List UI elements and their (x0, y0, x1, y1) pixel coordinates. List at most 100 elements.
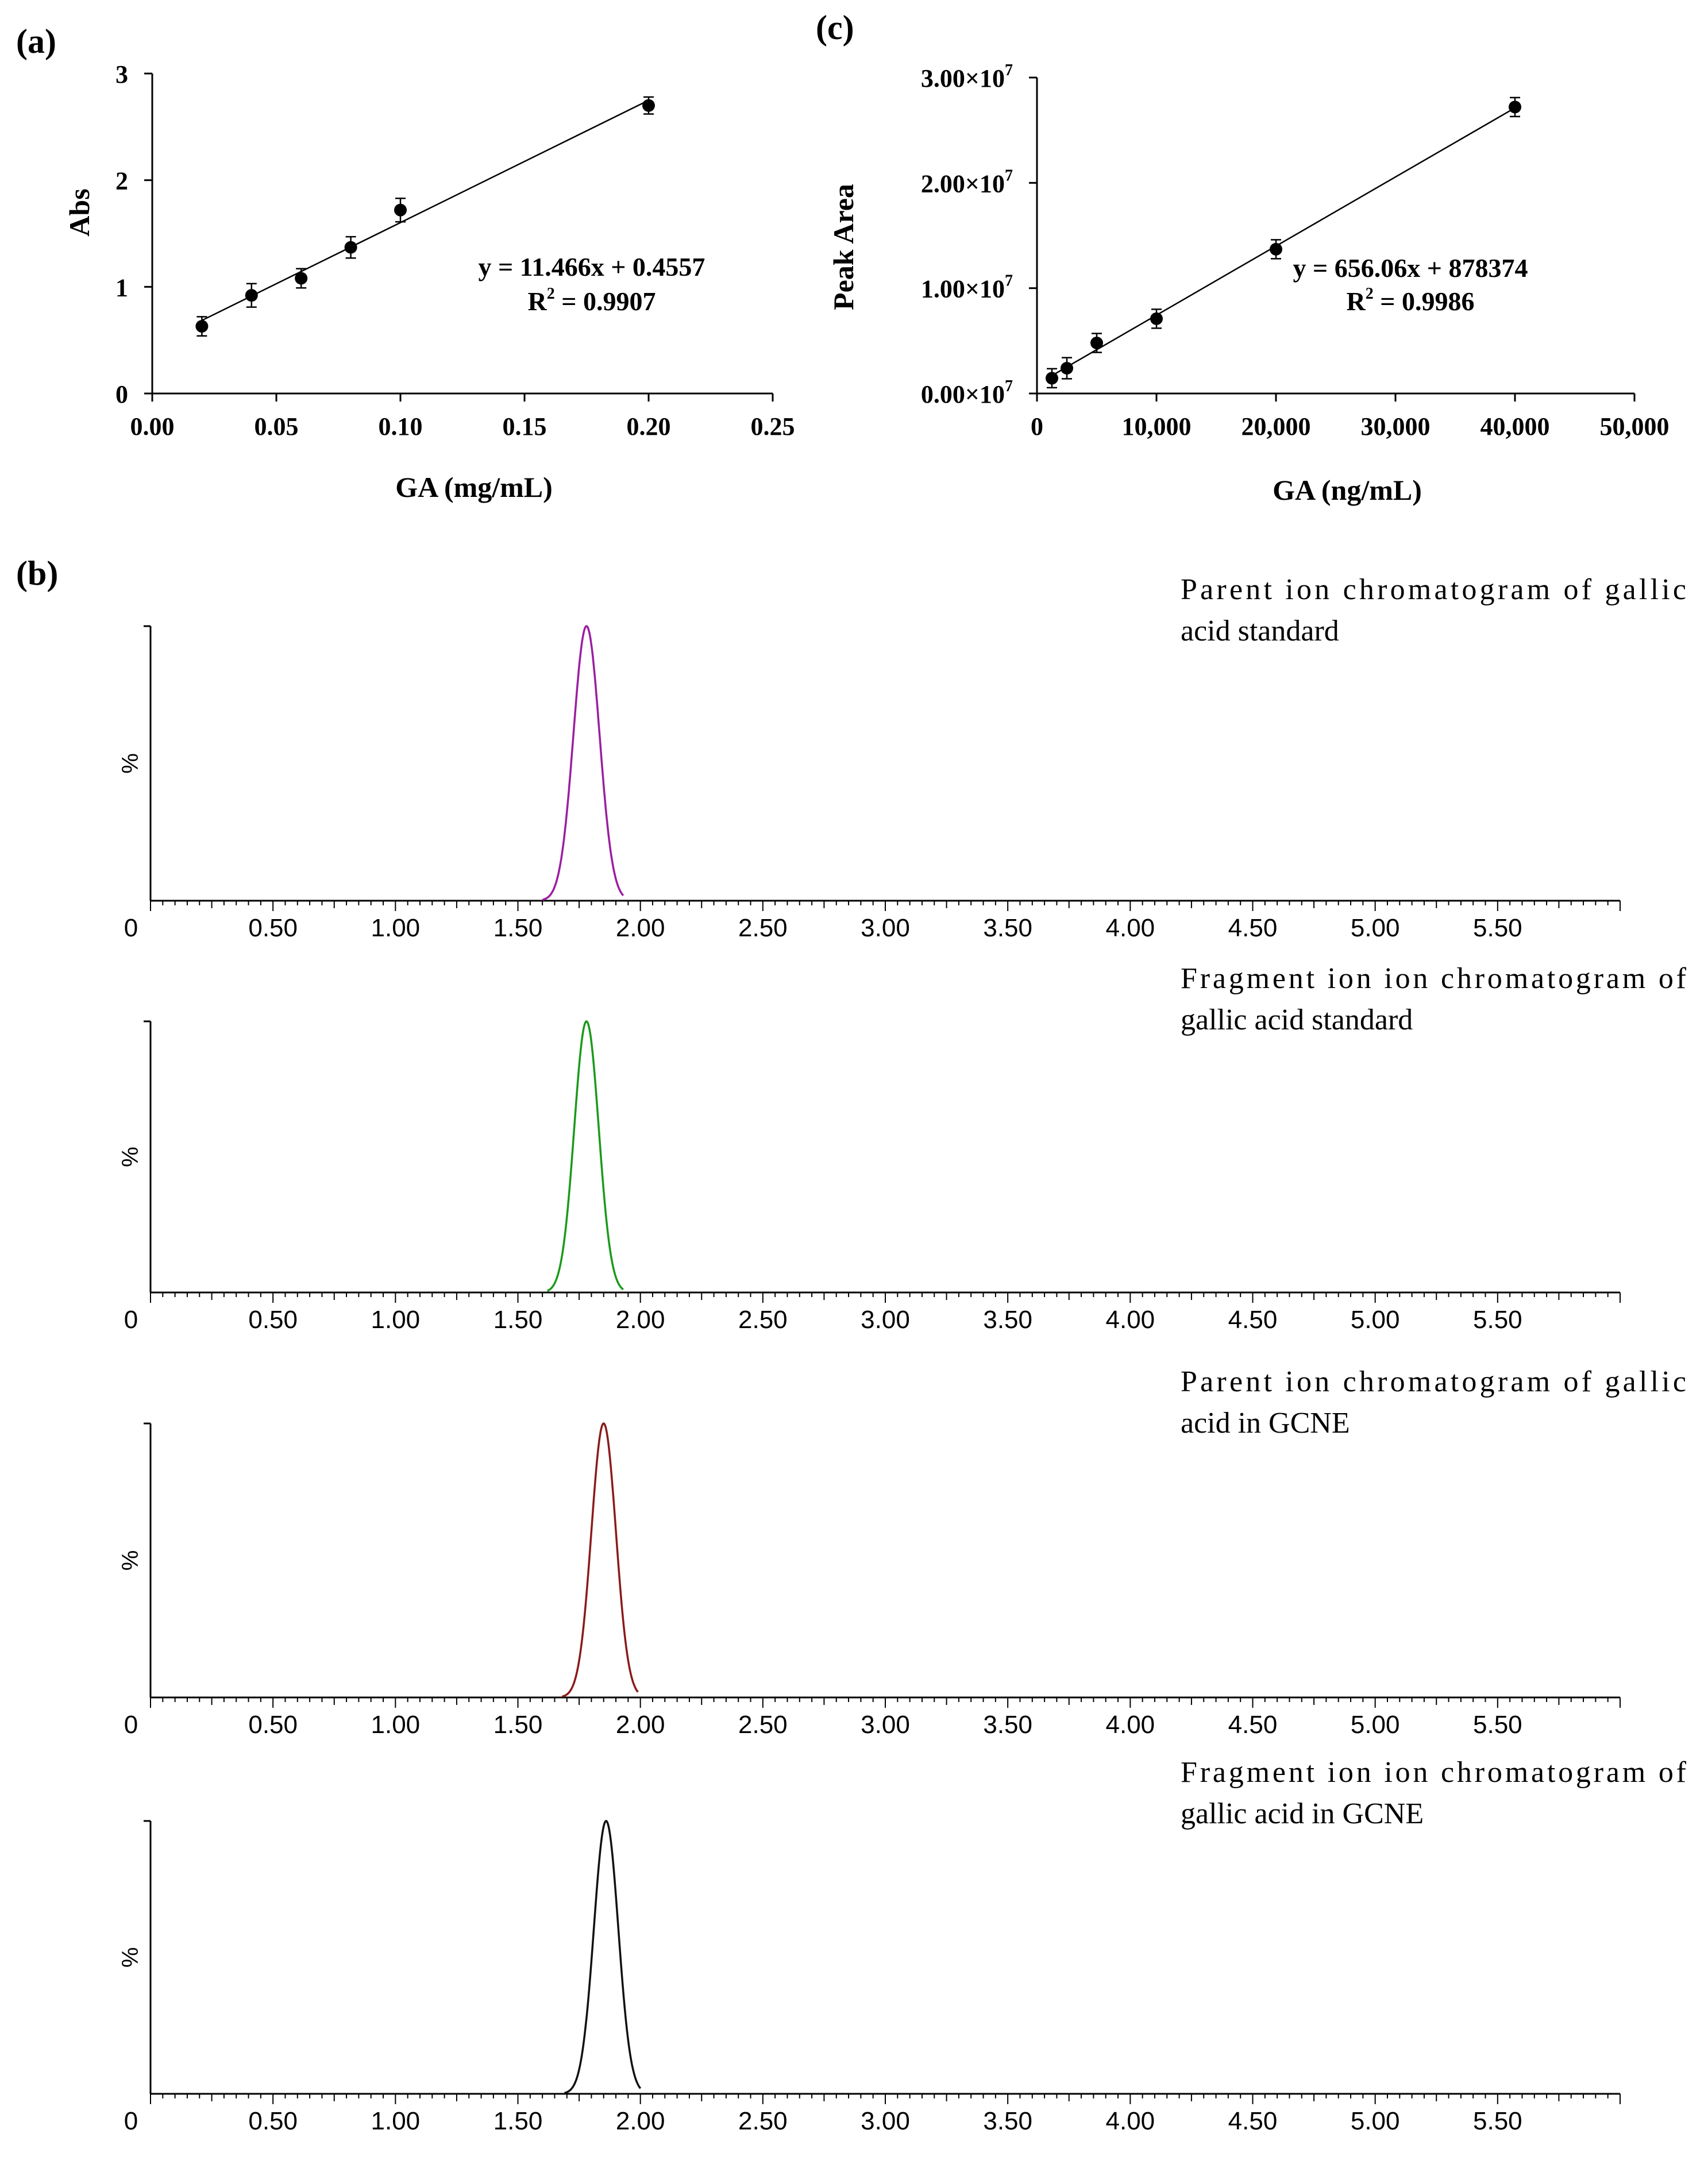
panel-c-ticks: 0 10,000 20,000 30,000 40,000 50,000 0.00×107 1… (921, 61, 1670, 441)
chromatogram-y-axis-label: % (118, 753, 143, 774)
chromatogram-x-tick-label: 1.50 (493, 2107, 543, 2135)
panel-a-data-points (195, 96, 655, 337)
chromatogram-peak (542, 625, 624, 901)
panel-a-r-squared: R2 = 0.9907 (528, 285, 656, 316)
c-data-point (1150, 312, 1163, 325)
a-x-tick-label: 0.15 (503, 412, 547, 441)
chromatogram-x-tick-label: 0 (124, 1306, 138, 1334)
panel-c-fit-line (1051, 107, 1516, 376)
panel-label-c: (c) (816, 9, 854, 47)
a-x-tick-label: 0.20 (627, 412, 671, 441)
chromatogram-x-tick-label: 5.50 (1473, 2107, 1522, 2135)
a-data-point (394, 203, 407, 217)
chromatogram-x-tick-label: 0.50 (248, 2107, 298, 2135)
chromatogram-2: 0 0.50 1.00 1.50 2.00 2.50 3.00 3.50 4.00 4.50 5.0… (118, 962, 1687, 1334)
chromatogram-x-tick-label: 5.00 (1351, 1306, 1400, 1334)
chromatogram-x-tick-label: 4.00 (1106, 2107, 1155, 2135)
c-x-tick-label: 10,000 (1122, 412, 1192, 441)
panel-c-y-axis-label: Peak Area (827, 184, 859, 310)
a-x-tick-label: 0.10 (379, 412, 423, 441)
chromatogram-y-axis-label: % (118, 1147, 143, 1167)
panel-a-chart: 0.00 0.05 0.10 0.15 0.20 0.25 0 1 2 3 Abs GA (mg/… (63, 60, 795, 503)
panel-c-equation: y = 656.06x + 878374 (1293, 253, 1528, 283)
chromatogram-peak (564, 1820, 642, 2094)
chromatogram-x-tick-label: 2.50 (738, 1711, 788, 1739)
c-y-tick-label: 2.00×107 (921, 167, 1013, 198)
panel-a-ticks: 0.00 0.05 0.10 0.15 0.20 0.25 0 1 2 3 (115, 60, 795, 441)
panel-c-x-axis-label: GA (ng/mL) (1273, 474, 1422, 506)
a-regression-line (201, 99, 649, 321)
a-data-point (344, 241, 357, 254)
chromatogram-x-tick-label: 4.50 (1228, 1306, 1278, 1334)
c-y-tick-label: 1.00×107 (921, 272, 1013, 303)
chromatogram-x-tick-label: 0 (124, 2107, 138, 2135)
chromatogram-x-tick-label: 5.50 (1473, 914, 1522, 942)
chromatogram-x-tick-label: 3.00 (861, 1306, 910, 1334)
a-data-point (195, 320, 209, 333)
chromatogram-title-line1: Fragment ion ion chromatogram of (1181, 962, 1687, 995)
chromatogram-x-tick-label: 5.00 (1351, 1711, 1400, 1739)
chromatogram-x-tick-label: 5.00 (1351, 914, 1400, 942)
chromatogram-x-tick-label: 1.50 (493, 1711, 543, 1739)
chromatogram-title-line2: gallic acid standard (1181, 1004, 1413, 1036)
panel-label-b: (b) (16, 554, 58, 592)
a-x-tick-label: 0.25 (751, 412, 795, 441)
chromatogram-1: 0 0.50 1.00 1.50 2.00 2.50 3.00 3.50 4.00 4.50 5.0… (118, 573, 1686, 942)
chromatogram-x-tick-label: 5.50 (1473, 1711, 1522, 1739)
chromatogram-x-tick-label: 4.50 (1228, 2107, 1278, 2135)
panel-a-axes (151, 74, 773, 395)
c-x-tick-label: 30,000 (1361, 412, 1431, 441)
chromatogram-x-tick-label: 2.00 (616, 1711, 665, 1739)
chromatogram-x-tick-label: 3.00 (861, 2107, 910, 2135)
a-x-tick-label: 0.05 (255, 412, 299, 441)
chromatogram-4: 0 0.50 1.00 1.50 2.00 2.50 3.00 3.50 4.00 4.50 5.0… (118, 1756, 1687, 2135)
a-data-point (245, 289, 258, 302)
panel-label-a: (a) (16, 22, 56, 60)
chromatogram-x-tick-label: 2.00 (616, 2107, 665, 2135)
chromatogram-x-tick-label: 0.50 (248, 1711, 298, 1739)
chromatogram-x-tick-label: 3.50 (983, 2107, 1032, 2135)
chromatogram-x-tick-label: 4.00 (1106, 914, 1155, 942)
c-regression-line (1051, 107, 1516, 376)
a-x-tick-label: 0.00 (130, 412, 175, 441)
chromatogram-x-tick-label: 0.50 (248, 1306, 298, 1334)
c-data-point (1090, 337, 1103, 349)
chromatogram-x-tick-label: 2.00 (616, 1306, 665, 1334)
chromatogram-y-axis-label: % (118, 1550, 143, 1571)
chromatogram-x-tick-label: 2.50 (738, 1306, 788, 1334)
chromatogram-x-tick-label: 3.50 (983, 914, 1032, 942)
c-data-point (1061, 362, 1073, 375)
chromatogram-x-tick-label: 1.50 (493, 914, 543, 942)
panel-a-y-axis-label: Abs (63, 188, 95, 236)
c-x-tick-label: 50,000 (1600, 412, 1670, 441)
chromatogram-x-tick-label: 0.50 (248, 914, 298, 942)
panel-a-equation: y = 11.466x + 0.4557 (479, 252, 705, 281)
chromatogram-x-tick-label: 4.00 (1106, 1306, 1155, 1334)
chromatogram-x-tick-label: 4.50 (1228, 1711, 1278, 1739)
chromatogram-x-tick-label: 3.00 (861, 914, 910, 942)
chromatogram-x-tick-label: 5.50 (1473, 1306, 1522, 1334)
chromatogram-x-tick-label: 2.50 (738, 914, 788, 942)
a-y-tick-label: 2 (115, 167, 128, 195)
chromatogram-x-tick-label: 1.50 (493, 1306, 543, 1334)
chromatogram-x-tick-label: 1.00 (371, 2107, 421, 2135)
a-y-tick-label: 0 (115, 380, 128, 408)
a-data-point (295, 272, 308, 285)
panel-b-chromatograms: 0 0.50 1.00 1.50 2.00 2.50 3.00 3.50 4.00 4.50 5.0… (118, 573, 1687, 2135)
chromatogram-x-tick-label: 0 (124, 914, 138, 942)
a-data-point (642, 99, 655, 112)
chromatogram-title-line2: gallic acid in GCNE (1181, 1797, 1424, 1830)
chromatogram-x-tick-label: 1.00 (371, 914, 421, 942)
panel-c-chart: 0 10,000 20,000 30,000 40,000 50,000 0.00×107 1… (827, 61, 1670, 506)
c-y-tick-label: 0.00×107 (921, 377, 1013, 408)
chromatogram-x-tick-label: 5.00 (1351, 2107, 1400, 2135)
chromatogram-x-tick-label: 3.50 (983, 1306, 1032, 1334)
panel-a-x-axis-label: GA (mg/mL) (395, 471, 553, 503)
chromatogram-title-line1: Fragment ion ion chromatogram of (1181, 1756, 1687, 1789)
c-x-tick-label: 20,000 (1242, 412, 1311, 441)
chromatogram-x-tick-label: 4.50 (1228, 914, 1278, 942)
chromatogram-title-line2: acid standard (1181, 615, 1339, 647)
c-data-point (1509, 101, 1521, 114)
